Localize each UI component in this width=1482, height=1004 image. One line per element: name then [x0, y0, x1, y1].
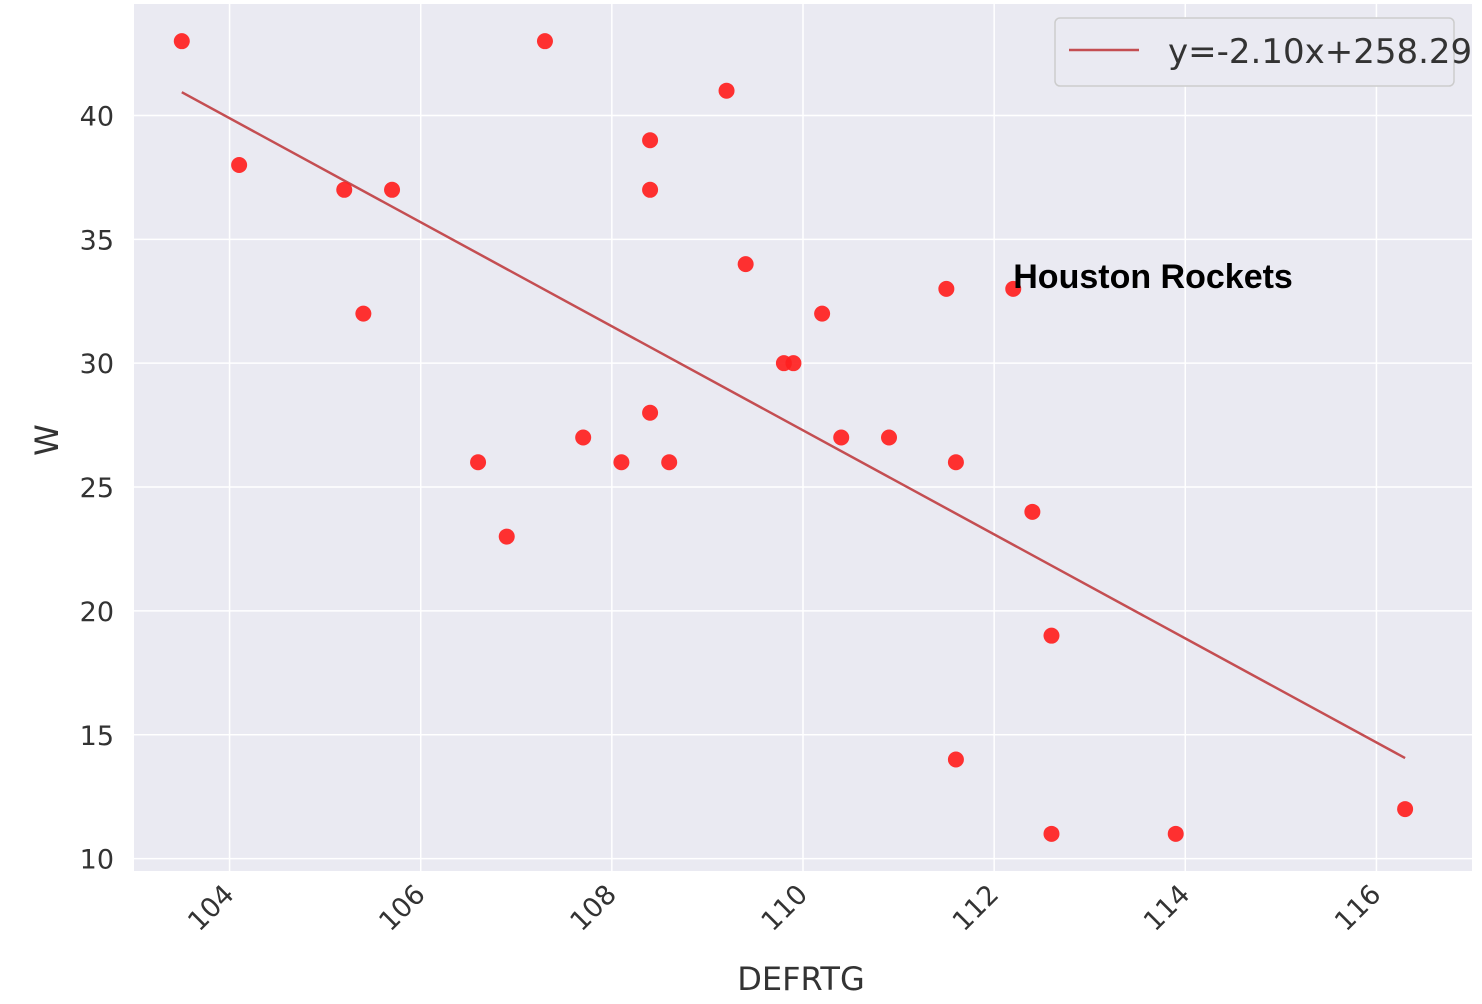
scatter-point	[536, 33, 553, 50]
scatter-point	[833, 429, 850, 446]
legend: y=-2.10x+258.29	[1054, 17, 1472, 87]
scatter-point	[575, 429, 592, 446]
scatter-point	[718, 82, 735, 99]
scatter-point	[1043, 627, 1060, 644]
scatter-point	[1024, 503, 1041, 520]
scatter-point	[498, 528, 515, 545]
scatter-point	[737, 256, 754, 273]
x-tick-label: 110	[756, 879, 814, 937]
scatter-point	[1043, 825, 1060, 842]
regression-line-group	[181, 91, 1406, 760]
x-tick-label: 112	[947, 879, 1005, 937]
x-axis-label: DEFRTG	[737, 960, 865, 998]
legend-box	[1054, 17, 1455, 87]
scatter-point	[1397, 801, 1414, 818]
y-axis-label: W	[28, 424, 66, 456]
scatter-point	[1167, 825, 1184, 842]
scatter-point	[642, 404, 659, 421]
x-tick-label: 114	[1138, 879, 1196, 937]
y-tick-label: 35	[80, 225, 114, 256]
y-tick-label: 25	[80, 473, 114, 504]
x-tick-labels: 104 106 108 110 112 114 116	[182, 879, 1387, 937]
scatter-point	[336, 181, 353, 198]
y-tick-label: 40	[80, 101, 114, 132]
scatter-point	[355, 305, 372, 322]
y-tick-label: 30	[80, 349, 114, 380]
annotation-houston-rockets: Houston Rockets	[1013, 258, 1293, 296]
regression-line	[181, 91, 1406, 760]
scatter-point	[938, 280, 955, 297]
scatter-points	[173, 33, 1414, 842]
scatter-point	[613, 454, 630, 471]
scatter-point	[173, 33, 190, 50]
legend-label: y=-2.10x+258.29	[1168, 32, 1472, 72]
scatter-point	[947, 751, 964, 768]
scatter-point	[947, 454, 964, 471]
scatter-point	[642, 181, 659, 198]
scatter-point	[1005, 280, 1022, 297]
y-tick-label: 20	[80, 597, 114, 628]
scatter-point	[231, 157, 248, 174]
scatter-point	[881, 429, 898, 446]
x-tick-label: 108	[564, 879, 622, 937]
y-tick-label: 10	[80, 845, 114, 876]
scatter-point	[384, 181, 401, 198]
y-tick-label: 15	[80, 721, 114, 752]
x-tick-label: 116	[1329, 879, 1387, 937]
scatter-point	[785, 355, 802, 372]
x-tick-label: 104	[182, 879, 240, 937]
scatter-point	[642, 132, 659, 149]
y-tick-labels: 10 15 20 25 30 35 40	[80, 101, 114, 875]
scatter-point	[661, 454, 678, 471]
x-tick-label: 106	[373, 879, 431, 937]
scatter-point	[814, 305, 831, 322]
gridlines	[134, 4, 1472, 871]
scatter-point	[470, 454, 487, 471]
